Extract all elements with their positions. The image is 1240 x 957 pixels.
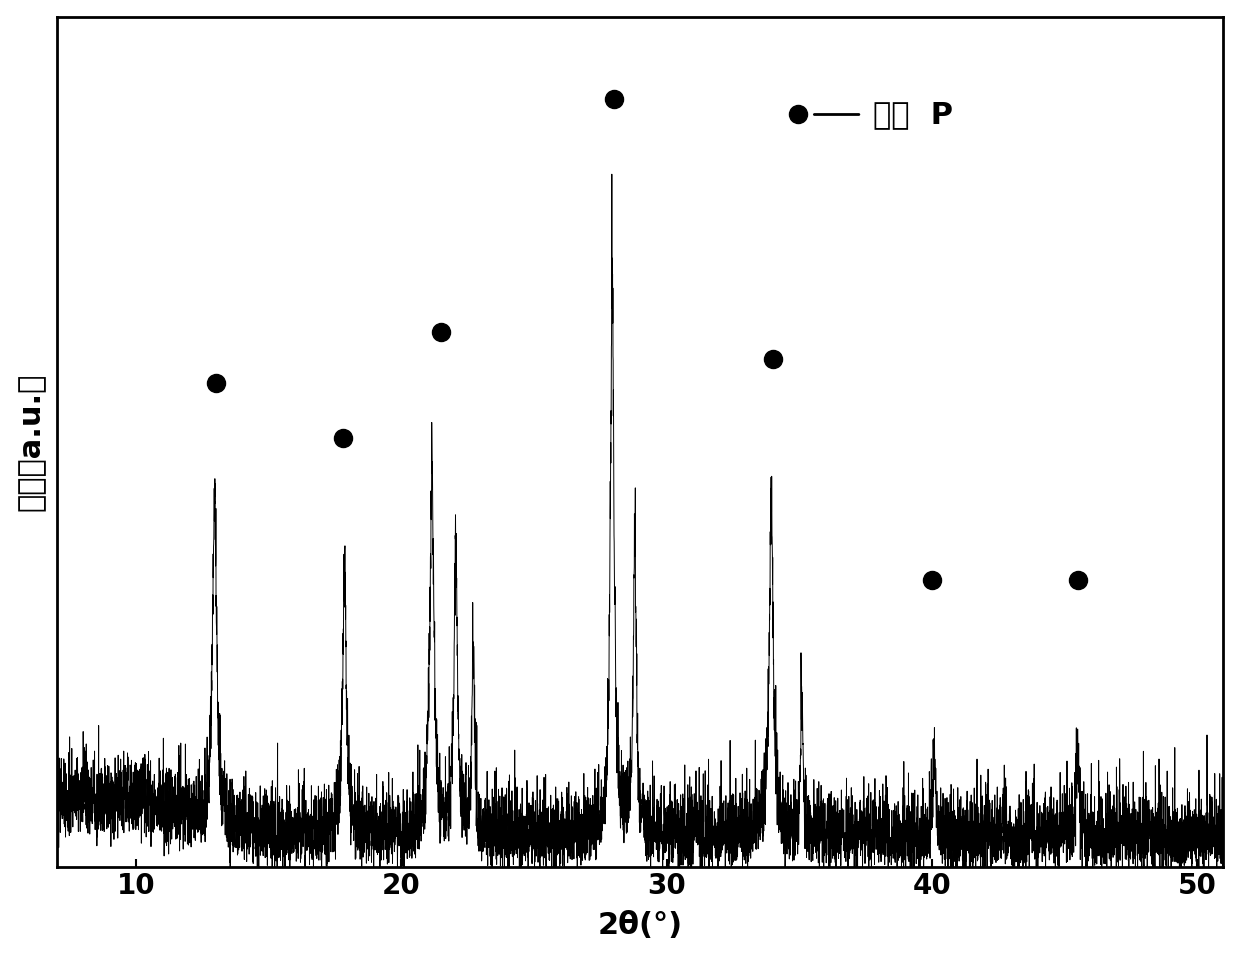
Text: 汸石  P: 汸石 P (873, 100, 954, 129)
Y-axis label: 强度（a.u.）: 强度（a.u.） (16, 373, 46, 511)
X-axis label: 2θ(°): 2θ(°) (598, 911, 682, 941)
